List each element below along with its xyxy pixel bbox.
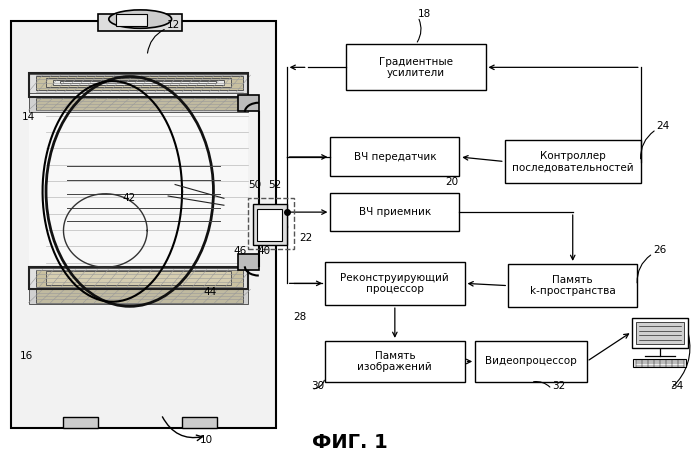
Bar xyxy=(46,78,231,87)
Bar xyxy=(36,290,243,303)
Bar xyxy=(29,113,248,267)
Text: Видеопроцессор: Видеопроцессор xyxy=(485,356,577,366)
Bar xyxy=(60,81,215,83)
Bar xyxy=(29,73,248,97)
Text: 40: 40 xyxy=(257,246,271,256)
Text: ФИГ. 1: ФИГ. 1 xyxy=(312,433,387,452)
Text: 50: 50 xyxy=(248,180,261,190)
Bar xyxy=(29,267,248,289)
Text: 24: 24 xyxy=(656,121,670,131)
Text: 14: 14 xyxy=(22,112,35,122)
Text: 34: 34 xyxy=(670,381,684,391)
Text: 32: 32 xyxy=(552,381,565,391)
Bar xyxy=(36,270,243,287)
Text: 22: 22 xyxy=(299,233,312,242)
Bar xyxy=(238,254,259,271)
Text: Градиентные
усилители: Градиентные усилители xyxy=(379,57,453,78)
Bar xyxy=(64,417,99,428)
Bar xyxy=(36,98,243,110)
Bar xyxy=(29,96,248,112)
Text: 10: 10 xyxy=(199,435,212,445)
Bar xyxy=(508,264,637,307)
Text: 52: 52 xyxy=(268,180,281,190)
Bar xyxy=(53,80,224,85)
Bar xyxy=(632,318,688,348)
Bar xyxy=(46,271,231,285)
Bar xyxy=(475,341,586,382)
Text: 42: 42 xyxy=(123,193,136,203)
Text: ВЧ передатчик: ВЧ передатчик xyxy=(354,152,436,162)
Bar xyxy=(253,204,287,245)
Text: Реконструирующий
процессор: Реконструирующий процессор xyxy=(340,272,449,294)
Bar xyxy=(325,341,465,382)
Bar xyxy=(99,14,182,30)
Ellipse shape xyxy=(109,10,172,28)
Bar xyxy=(29,288,248,304)
Text: Память
изображений: Память изображений xyxy=(357,351,432,372)
Bar xyxy=(633,359,686,367)
Bar xyxy=(29,268,248,288)
Text: Память
k-пространства: Память k-пространства xyxy=(530,275,616,296)
Bar xyxy=(346,44,486,90)
Text: 12: 12 xyxy=(167,20,180,30)
Bar xyxy=(257,209,282,241)
Text: 46: 46 xyxy=(233,246,246,256)
Bar xyxy=(182,417,217,428)
Text: 28: 28 xyxy=(294,312,307,322)
Bar xyxy=(325,261,465,305)
Bar xyxy=(29,74,248,93)
Text: 26: 26 xyxy=(653,245,666,255)
Bar xyxy=(36,76,243,90)
Bar xyxy=(331,193,459,231)
Text: ВЧ приемник: ВЧ приемник xyxy=(359,207,431,217)
Bar xyxy=(636,321,684,344)
Bar xyxy=(331,137,459,177)
Bar xyxy=(116,14,147,26)
Text: 16: 16 xyxy=(20,351,34,361)
Bar xyxy=(238,95,259,111)
Text: Контроллер
последовательностей: Контроллер последовательностей xyxy=(512,151,633,172)
Text: 30: 30 xyxy=(311,381,324,391)
Text: 44: 44 xyxy=(203,287,216,297)
Text: 20: 20 xyxy=(445,177,459,187)
Bar xyxy=(11,21,276,428)
Bar xyxy=(248,198,294,249)
Bar xyxy=(505,140,641,183)
Text: 18: 18 xyxy=(418,9,431,19)
